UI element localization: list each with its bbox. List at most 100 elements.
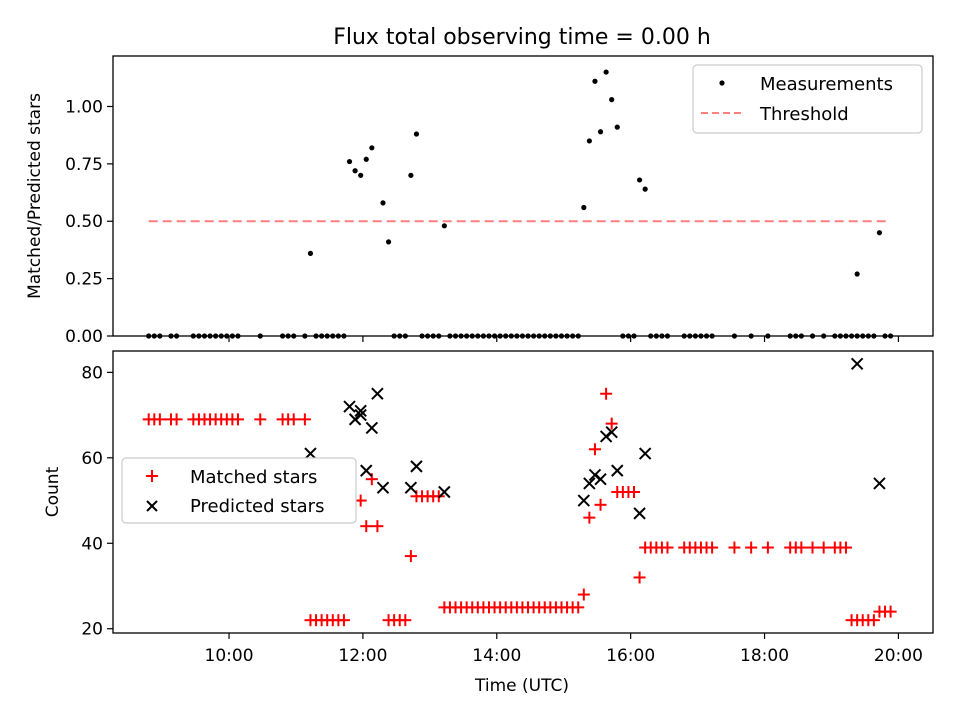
measurement-point — [358, 172, 364, 178]
x-axis-label: Time (UTC) — [474, 676, 569, 696]
top-axes-frame — [112, 55, 934, 337]
matched-star-point — [287, 413, 300, 426]
top-y-tick-label: 1.00 — [65, 97, 103, 117]
predicted-star-point — [365, 421, 379, 435]
matched-star-point — [588, 443, 601, 456]
legend-matched-label: Matched stars — [190, 467, 317, 488]
predicted-star-point — [605, 425, 618, 439]
measurement-point — [363, 156, 369, 162]
top-y-tick-label: 0.25 — [65, 270, 103, 290]
measurement-point — [597, 129, 604, 135]
predicted-star-point — [371, 387, 384, 400]
measurement-point — [352, 168, 358, 174]
predicted-star-point — [376, 481, 390, 494]
measurement-point — [581, 204, 587, 211]
top-y-tick-label: 0.75 — [65, 155, 103, 175]
predicted-star-point — [354, 404, 367, 418]
top-legend-box — [692, 64, 923, 134]
legend-threshold-label: Threshold — [759, 104, 849, 125]
top-legend: Measurements Threshold — [692, 64, 923, 134]
matched-star-point — [371, 520, 384, 533]
matched-star-point — [600, 387, 613, 400]
matched-star-point — [354, 494, 367, 507]
measurement-point — [346, 158, 353, 165]
measurement-point — [614, 124, 620, 130]
predicted-star-point — [583, 477, 596, 490]
matched-star-point — [867, 614, 880, 627]
top-y-axis-label: Matched/Predicted stars — [25, 93, 45, 299]
matched-star-point — [360, 520, 373, 533]
matched-star-point — [572, 601, 585, 614]
matched-star-point — [404, 550, 417, 563]
matched-star-point — [337, 614, 350, 627]
measurement-point — [380, 200, 386, 206]
predicted-star-point — [410, 460, 423, 473]
matched-star-point — [661, 541, 674, 554]
predicted-star-point — [438, 485, 451, 499]
predicted-star-point — [638, 447, 652, 460]
bottom-legend-box — [121, 457, 357, 524]
top-y-tick-label: 0.00 — [65, 327, 103, 347]
bottom-y-tick-label: 40 — [81, 534, 103, 554]
matched-star-point — [817, 541, 830, 554]
matched-star-point — [745, 541, 758, 554]
measurement-point — [609, 97, 615, 103]
measurement-point — [408, 172, 414, 178]
matched-star-point — [594, 498, 607, 511]
measurement-point — [592, 78, 598, 84]
predicted-star-point — [304, 447, 317, 460]
predicted-star-point — [577, 494, 591, 507]
measurement-point — [636, 177, 643, 183]
x-tick-label: 14:00 — [472, 646, 521, 666]
x-tick-label: 12:00 — [338, 646, 387, 666]
matched-star-point — [884, 605, 897, 618]
measurement-point — [441, 223, 447, 229]
x-tick-label: 18:00 — [740, 646, 789, 666]
legend-measurements-label: Measurements — [760, 74, 893, 95]
x-tick-label: 20:00 — [874, 646, 923, 666]
matched-star-point — [577, 588, 590, 601]
predicted-star-point — [873, 477, 886, 490]
matched-star-point — [839, 541, 852, 554]
predicted-star-point — [594, 472, 607, 486]
matched-star-point — [605, 417, 618, 430]
matched-star-point — [170, 413, 183, 426]
predicted-star-point — [360, 464, 373, 477]
predicted-star-point — [633, 507, 646, 520]
measurement-point — [854, 271, 860, 277]
measurement-point — [385, 239, 392, 245]
matched-star-point — [728, 541, 741, 554]
top-panel: Flux total observing time = 0.00 h 0.00 0… — [25, 25, 934, 347]
matched-star-point — [399, 614, 412, 627]
matched-star-point — [583, 511, 596, 524]
predicted-star-point — [611, 464, 624, 477]
x-tick-label: 16:00 — [606, 646, 655, 666]
bottom-y-tick-label: 80 — [81, 363, 103, 383]
predicted-star-point — [354, 408, 367, 422]
measurement-point — [369, 145, 375, 151]
matched-star-point — [298, 413, 311, 426]
predicted-star-point — [404, 481, 418, 494]
measurement-point — [413, 131, 420, 137]
measurement-point — [307, 250, 314, 256]
legend-predicted-label: Predicted stars — [190, 496, 324, 517]
predicted-star-point — [343, 400, 356, 413]
measurement-point — [603, 69, 609, 75]
matched-star-point — [231, 413, 244, 426]
measurement-point — [876, 230, 883, 236]
measurement-point — [642, 186, 648, 192]
measurement-point — [586, 138, 592, 144]
bottom-y-tick-label: 20 — [81, 620, 103, 640]
matched-star-point — [795, 541, 808, 554]
matched-star-point — [706, 541, 719, 554]
x-tick-label: 10:00 — [205, 646, 254, 666]
bottom-y-axis-label: Count — [43, 466, 63, 517]
bottom-legend: Matched stars Predicted stars — [121, 457, 357, 524]
matched-star-point — [628, 486, 641, 498]
matched-star-point — [806, 541, 819, 554]
matched-star-point — [153, 413, 166, 426]
matched-star-point — [633, 571, 646, 584]
chart-title: Flux total observing time = 0.00 h — [333, 25, 711, 50]
